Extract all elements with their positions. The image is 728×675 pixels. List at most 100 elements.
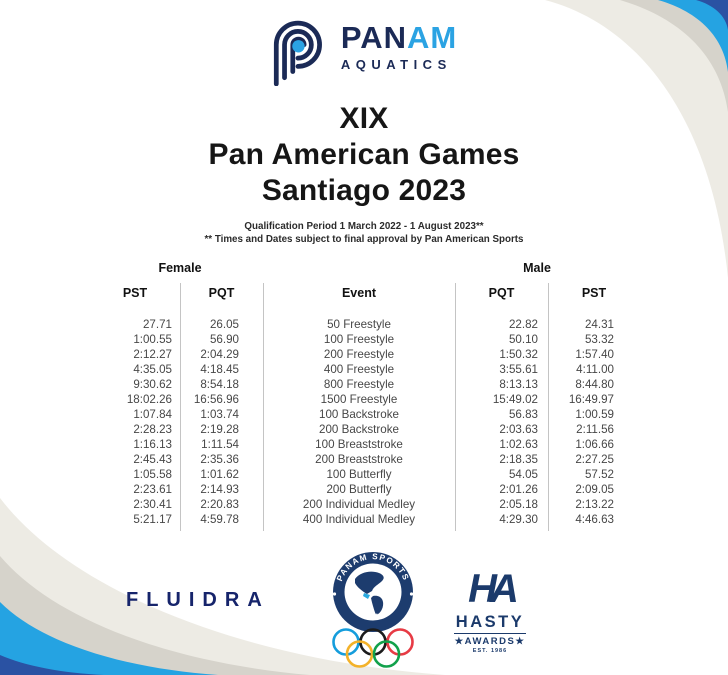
hasty-awards-logo: HA HASTY ★AWARDS★ EST. 1986 [443, 565, 537, 654]
cell-female-pst: 18:02.26 [126, 393, 172, 406]
cell-male-pst: 2:09.05 [575, 483, 614, 496]
cell-male-pqt: 4:29.30 [499, 513, 538, 526]
cell-male-pqt: 2:03.63 [499, 423, 538, 436]
table-row: 27.71 26.05 50 Freestyle 22.82 24.31 [90, 317, 640, 332]
cell-female-pqt: 56.90 [209, 333, 239, 346]
table-row: 2:12.27 2:04.29 200 Freestyle 1:50.32 1:… [90, 347, 640, 362]
column-divider [263, 283, 264, 531]
cell-male-pst: 2:13.22 [575, 498, 614, 511]
cell-male-pqt: 22.82 [508, 318, 538, 331]
header-female-pqt: PQT [208, 286, 235, 300]
cell-male-pqt: 50.10 [508, 333, 538, 346]
panam-aquatics-logo: PANAM AQUATICS [0, 18, 728, 86]
table-body: 27.71 26.05 50 Freestyle 22.82 24.31 1:0… [90, 317, 640, 527]
brand-name: PANAM [341, 22, 457, 53]
olympic-rings-icon [332, 628, 414, 668]
cell-event: 1500 Freestyle [320, 393, 398, 406]
cell-female-pqt: 1:03.74 [200, 408, 239, 421]
cell-male-pst: 1:06.66 [575, 438, 614, 451]
cell-event: 200 Butterfly [326, 483, 392, 496]
qualification-period: Qualification Period 1 March 2022 - 1 Au… [244, 221, 484, 232]
table-row: 1:07.84 1:03.74 100 Backstroke 56.83 1:0… [90, 407, 640, 422]
header-male-pqt: PQT [488, 286, 515, 300]
cell-event: 200 Breaststroke [315, 453, 403, 466]
cell-event: 100 Butterfly [326, 468, 392, 481]
table-row: 1:00.55 56.90 100 Freestyle 50.10 53.32 [90, 332, 640, 347]
cell-female-pqt: 16:56.96 [193, 393, 239, 406]
column-divider [455, 283, 456, 531]
cell-male-pst: 2:11.56 [576, 423, 614, 436]
brand-name-primary: PAN [340, 20, 407, 55]
cell-male-pst: 2:27.25 [575, 453, 614, 466]
cell-female-pst: 2:12.27 [133, 348, 172, 361]
male-label: Male [523, 261, 551, 275]
cell-female-pqt: 2:20.83 [200, 498, 239, 511]
cell-female-pqt: 4:18.45 [200, 363, 239, 376]
cell-event: 100 Freestyle [323, 333, 395, 346]
fluidra-logo: FLUIDRA [126, 589, 270, 611]
cell-female-pqt: 4:59.78 [200, 513, 239, 526]
cell-male-pst: 4:11.00 [576, 363, 614, 376]
cell-female-pst: 2:30.41 [133, 498, 172, 511]
table-row: 2:45.43 2:35.36 200 Breaststroke 2:18.35… [90, 452, 640, 467]
cell-female-pqt: 1:11.54 [201, 438, 239, 451]
cell-female-pst: 9:30.62 [133, 378, 172, 391]
cell-female-pst: 5:21.17 [133, 513, 172, 526]
table-row: 5:21.17 4:59.78 400 Individual Medley 4:… [90, 512, 640, 527]
brand-name-secondary: AM [406, 20, 458, 55]
table-header-row: PST PQT Event PQT PST [90, 283, 640, 304]
brand-wordmark: PANAM AQUATICS [341, 22, 457, 72]
female-label: Female [158, 261, 202, 275]
cell-female-pqt: 26.05 [209, 318, 239, 331]
cell-event: 400 Freestyle [323, 363, 395, 376]
table-row: 9:30.62 8:54.18 800 Freestyle 8:13.13 8:… [90, 377, 640, 392]
cell-event: 800 Freestyle [323, 378, 395, 391]
table-row: 4:35.05 4:18.45 400 Freestyle 3:55.61 4:… [90, 362, 640, 377]
cell-female-pqt: 1:01.62 [200, 468, 239, 481]
header-male-pst: PST [581, 286, 607, 300]
cell-male-pst: 8:44.80 [575, 378, 614, 391]
qualification-note: Qualification Period 1 March 2022 - 1 Au… [0, 221, 728, 246]
table-row: 2:23.61 2:14.93 200 Butterfly 2:01.26 2:… [90, 482, 640, 497]
svg-text:HA: HA [468, 567, 516, 609]
cell-female-pst: 2:45.43 [133, 453, 172, 466]
cell-female-pst: 1:07.84 [133, 408, 172, 421]
cell-male-pqt: 3:55.61 [499, 363, 538, 376]
cell-event: 100 Breaststroke [315, 438, 403, 451]
cell-male-pqt: 2:05.18 [499, 498, 538, 511]
title-line-games: Pan American Games [208, 138, 520, 171]
cell-male-pqt: 2:01.26 [499, 483, 538, 496]
cell-male-pst: 1:57.40 [575, 348, 614, 361]
panam-p-icon [273, 20, 322, 86]
cell-female-pst: 1:00.55 [133, 333, 172, 346]
page-title: XIX Pan American Games Santiago 2023 [0, 101, 728, 209]
table-row: 18:02.26 16:56.96 1500 Freestyle 15:49.0… [90, 392, 640, 407]
title-line-santiago: Santiago 2023 [261, 174, 467, 207]
cell-event: 400 Individual Medley [302, 513, 416, 526]
cell-male-pqt: 56.83 [508, 408, 538, 421]
table-row: 2:30.41 2:20.83 200 Individual Medley 2:… [90, 497, 640, 512]
header-female-pst: PST [122, 286, 148, 300]
panam-sports-organization-logo: PANAM SPORTS ORGANIZATION [324, 550, 414, 668]
hasty-name: HASTY [453, 613, 527, 634]
cell-male-pst: 24.31 [584, 318, 614, 331]
cell-female-pqt: 8:54.18 [200, 378, 239, 391]
cell-female-pqt: 2:14.93 [200, 483, 239, 496]
cell-event: 200 Backstroke [319, 423, 399, 436]
cell-female-pst: 2:23.61 [133, 483, 172, 496]
table-row: 1:05.58 1:01.62 100 Butterfly 54.05 57.5… [90, 467, 640, 482]
cell-female-pqt: 2:04.29 [200, 348, 239, 361]
cell-male-pst: 16:49.97 [568, 393, 614, 406]
cell-female-pqt: 2:35.36 [200, 453, 239, 466]
qualification-times-table: PST PQT Event PQT PST 27.71 26.05 50 Fre… [90, 283, 640, 531]
cell-male-pqt: 1:50.32 [499, 348, 538, 361]
cell-male-pst: 57.52 [584, 468, 614, 481]
hasty-monogram-icon: HA [468, 567, 523, 611]
cell-male-pst: 4:46.63 [575, 513, 614, 526]
cell-male-pqt: 2:18.35 [499, 453, 538, 466]
brand-tagline: AQUATICS [340, 57, 452, 72]
cell-event: 200 Freestyle [323, 348, 395, 361]
cell-female-pqt: 2:19.28 [200, 423, 239, 436]
cell-female-pst: 2:28.23 [133, 423, 172, 436]
